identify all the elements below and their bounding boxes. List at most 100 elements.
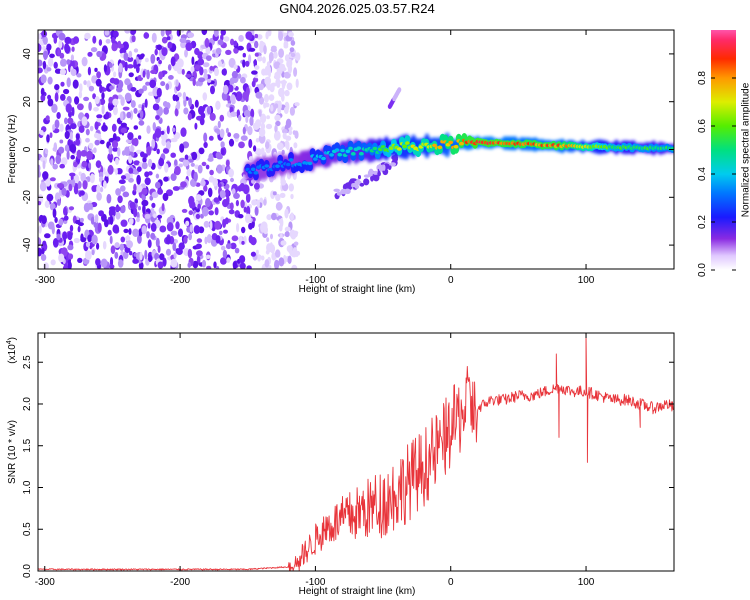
noise-blob [47,94,52,100]
noise-blob [187,112,192,121]
noise-blob [174,166,181,176]
noise-blob [207,187,213,198]
noise-blob [96,192,102,201]
noise-blob [46,134,50,143]
noise-blob [283,71,291,79]
noise-blob [233,64,238,70]
noise-blob [96,118,103,123]
noise-blob [38,59,43,67]
noise-blob [248,156,254,162]
noise-blob [117,195,123,204]
noise-blob [199,66,204,76]
noise-blob [57,183,64,189]
noise-blob [270,82,278,87]
noise-blob [235,199,239,207]
noise-blob [245,193,251,203]
noise-blob [138,206,141,211]
noise-blob [261,68,267,76]
noise-blob [88,85,95,92]
noise-blob [110,245,116,255]
noise-blob [94,139,100,146]
ridge-core [350,152,356,156]
colorbar-tick-label: 0.0 [697,263,708,277]
noise-blob [157,245,161,254]
noise-blob [213,197,220,203]
noise-blob [219,230,223,235]
y-tick-label: 1.0 [22,480,33,494]
noise-blob [88,142,94,149]
ridge-core [253,171,259,175]
noise-blob [98,39,103,46]
noise-blob [253,182,260,190]
noise-blob [88,162,92,169]
noise-blob [120,122,128,128]
noise-blob [115,157,119,165]
noise-blob [255,91,263,99]
noise-blob [46,193,54,202]
x-tick-label: -300 [35,275,55,286]
noise-blob [52,238,59,248]
noise-blob [290,212,294,222]
noise-blob [243,206,247,213]
noise-blob [136,217,140,223]
noise-blob [138,120,145,126]
y-tick-label: 2.0 [22,397,33,411]
noise-blob [83,80,87,86]
noise-blob [192,77,196,87]
noise-blob [160,30,165,37]
noise-blob [170,56,176,67]
noise-blob [96,71,101,79]
noise-blob [92,35,97,44]
noise-blob [177,92,182,98]
noise-blob [47,76,53,85]
y-tick-label: 40 [22,48,33,60]
noise-blob [161,36,168,44]
noise-blob [69,172,76,177]
noise-blob [183,236,188,244]
noise-blob [214,207,219,216]
noise-blob [217,183,222,188]
branch-blob [377,171,381,177]
noise-blob [60,93,66,101]
noise-blob [167,64,172,71]
noise-blob [63,206,67,216]
noise-blob [55,154,61,165]
noise-blob [44,233,51,239]
noise-blob [254,52,259,57]
noise-blob [83,96,90,102]
noise-blob [175,248,183,255]
noise-blob [114,168,118,176]
noise-blob [106,193,112,204]
frequency-ridge [244,132,674,183]
noise-blob [233,133,240,139]
noise-blob [93,147,97,154]
noise-blob [294,102,300,107]
noise-blob [38,164,41,172]
noise-blob [146,69,150,80]
noise-blob [60,157,68,166]
noise-blob [188,195,195,206]
noise-blob [77,257,83,263]
noise-blob [238,114,242,122]
x-tick-label: 0 [448,577,454,588]
noise-blob [111,140,119,149]
noise-blob [233,40,238,47]
noise-blob [230,242,237,250]
snr-frame [37,332,675,572]
noise-blob [165,248,172,256]
noise-blob [294,130,299,139]
noise-blob [133,48,139,53]
noise-blob [142,70,146,78]
noise-blob [41,30,48,38]
noise-blob [144,177,151,186]
noise-blob [287,255,292,264]
noise-blob [109,264,115,269]
noise-blob [187,32,195,38]
noise-blob [222,218,227,228]
noise-blob [224,188,230,198]
noise-blob [240,135,248,141]
x-tick-label: -200 [170,275,190,286]
noise-blob [81,160,88,168]
noise-blob [263,102,267,109]
noise-blob [133,183,137,192]
